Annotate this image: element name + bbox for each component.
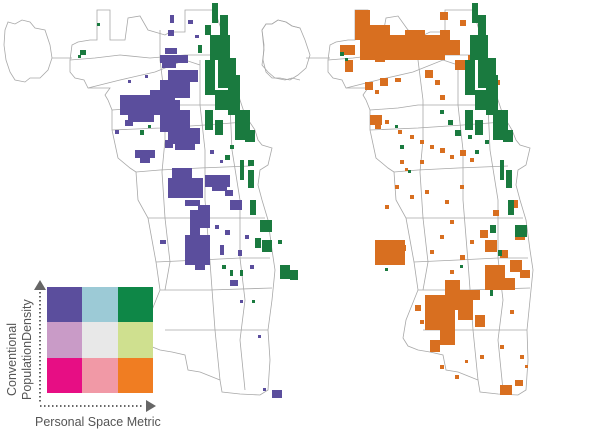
left-chicago-map	[3, 3, 300, 398]
community-line	[369, 121, 504, 131]
right-chicago-map	[250, 0, 600, 430]
legend-cell-r2c0	[47, 357, 83, 393]
legend-color-grid	[47, 287, 153, 393]
y-axis-label-line2: PopulationDensity	[20, 299, 34, 400]
ohare-boundary	[3, 19, 53, 83]
green-blocks	[340, 3, 527, 296]
right-map-svg	[261, 3, 534, 396]
x-axis-label: Personal Space Metric	[35, 415, 161, 429]
community-line	[159, 30, 171, 291]
legend-axes	[34, 280, 156, 412]
legend-cell-r2c2	[117, 357, 153, 393]
legend-cell-r0c1	[82, 287, 118, 323]
community-line	[487, 104, 504, 391]
legend-cell-r0c0	[47, 287, 83, 323]
community-line	[369, 104, 498, 111]
community-line	[87, 59, 201, 89]
green-blocks	[78, 3, 298, 303]
community-line	[413, 257, 528, 263]
community-line	[457, 60, 479, 381]
community-line	[69, 54, 215, 61]
legend-cell-r1c0	[47, 322, 83, 358]
y-axis-label-line1: Conventional	[5, 323, 19, 396]
legend-cell-r1c1	[82, 322, 118, 358]
ohare-boundary	[261, 19, 311, 81]
community-line	[135, 165, 251, 173]
legend-cell-r1c2	[117, 322, 153, 358]
community-line	[199, 60, 221, 381]
community-line	[160, 287, 273, 291]
bivariate-legend: Conventional PopulationDensity Personal …	[0, 270, 170, 430]
orange-blocks	[340, 10, 530, 395]
community-line	[155, 257, 270, 263]
community-line	[417, 30, 429, 291]
left-map-svg	[3, 3, 300, 398]
legend-cell-r0c2	[117, 287, 153, 323]
city-boundary	[327, 9, 534, 396]
y-axis-arrow-icon	[34, 280, 46, 290]
community-line	[345, 59, 459, 89]
purple-blocks	[115, 15, 282, 398]
x-axis-arrow-icon	[146, 400, 156, 412]
community-line	[393, 165, 509, 173]
community-line	[229, 104, 246, 391]
legend-cell-r2c1	[82, 357, 118, 393]
y-axis-label: Conventional PopulationDensity	[3, 278, 39, 400]
